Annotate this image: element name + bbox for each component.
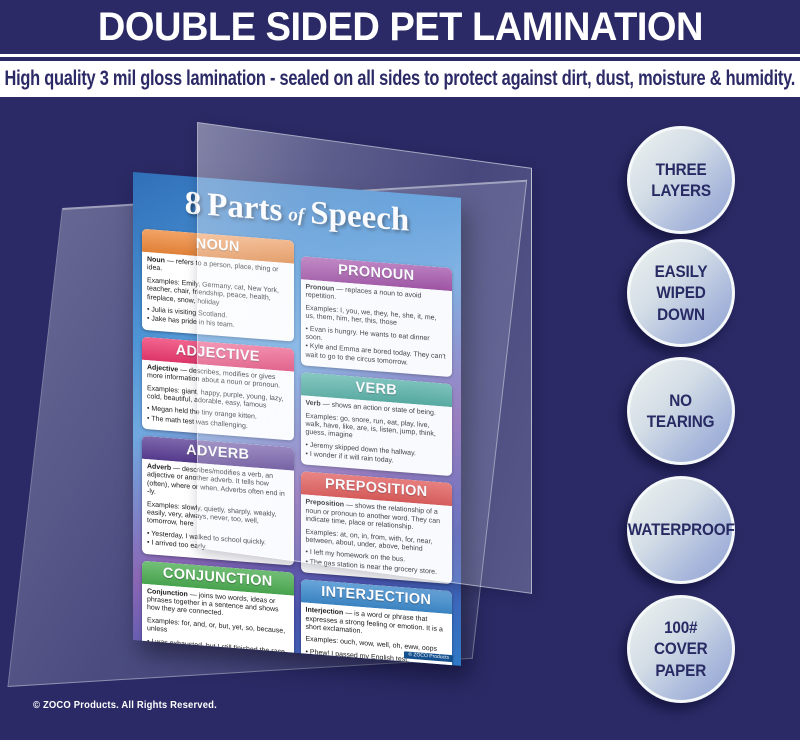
separator-line-white: [0, 54, 800, 57]
badge-label: EASILY WIPED DOWN: [654, 262, 708, 324]
laminate-sheet-front: [197, 122, 532, 594]
badge-waterproof: WATERPROOF: [627, 476, 735, 584]
badge-three-layers: THREE LAYERS: [627, 126, 735, 234]
subtitle-banner: High quality 3 mil gloss lamination - se…: [0, 61, 800, 97]
badge-easily-wiped-down: EASILY WIPED DOWN: [627, 239, 735, 347]
badge-no-tearing: NO TEARING: [627, 357, 735, 465]
separator-line-navy: [0, 57, 800, 61]
badge-cover-paper: 100# COVER PAPER: [627, 595, 735, 703]
badge-label: 100# COVER PAPER: [654, 618, 708, 680]
footer-copyright: © ZOCO Products. All Rights Reserved.: [33, 699, 217, 711]
top-banner: DOUBLE SIDED PET LAMINATION: [0, 0, 800, 54]
badge-label: THREE LAYERS: [651, 159, 711, 200]
product-stage: 8 Parts of Speech NOUN Noun — refers to …: [0, 97, 800, 740]
badge-label: WATERPROOF: [627, 520, 735, 540]
badge-label: NO TEARING: [647, 390, 715, 431]
term: Adverb: [147, 463, 172, 473]
banner-title: DOUBLE SIDED PET LAMINATION: [97, 4, 703, 49]
term: Noun: [147, 256, 165, 265]
subtitle-text: High quality 3 mil gloss lamination - se…: [4, 67, 796, 90]
